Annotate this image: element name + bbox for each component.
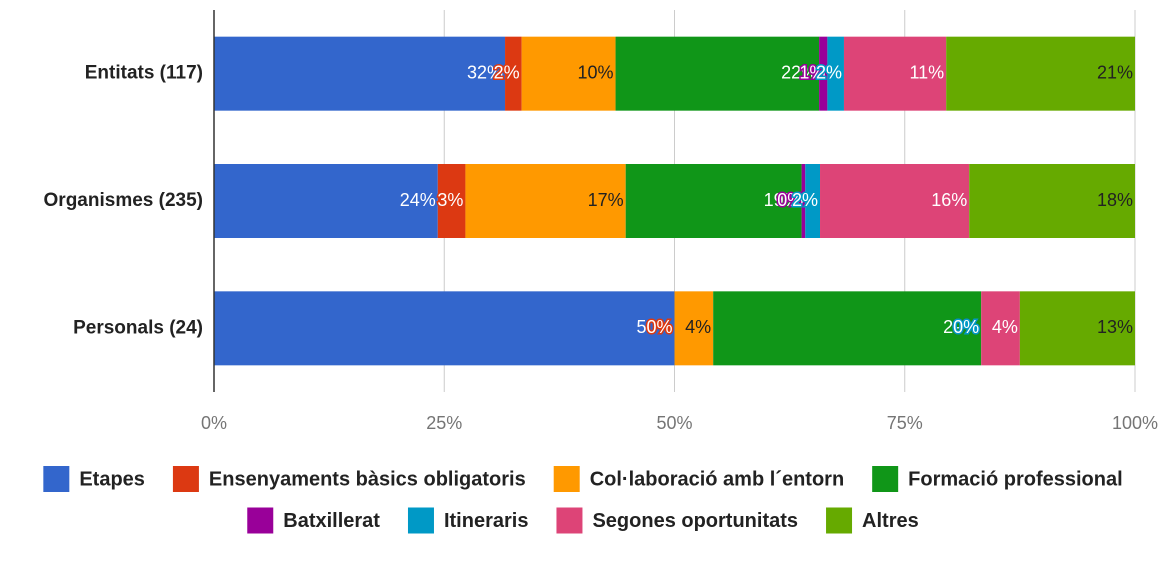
data-label: 2% [792, 190, 818, 210]
data-label: 16% [931, 190, 967, 210]
x-tick-label: 75% [887, 413, 923, 433]
legend-swatch [872, 466, 899, 492]
legend-swatch [826, 507, 853, 534]
data-label: 13% [1097, 317, 1133, 337]
data-label: 29% [943, 317, 979, 337]
legend-swatch [172, 466, 199, 492]
x-tick-label: 100% [1112, 413, 1158, 433]
data-label: 21% [1097, 62, 1133, 82]
legend-label: Segones oportunitats [592, 510, 798, 532]
data-label: 2% [494, 62, 520, 82]
data-label: 0% [646, 317, 672, 337]
data-label: 4% [992, 317, 1018, 337]
bar-segment [713, 291, 982, 366]
bar-segment [981, 291, 1020, 366]
legend-swatch [556, 507, 583, 534]
bar-segment [214, 291, 675, 366]
data-label: 22% [781, 62, 817, 82]
bar-segment [969, 164, 1135, 238]
data-label: 3% [437, 190, 463, 210]
legend-label: Itineraris [444, 510, 528, 532]
bar-segment [674, 291, 714, 366]
y-tick-label: Entitats (117) [85, 63, 203, 84]
legend-swatch [247, 507, 274, 534]
x-tick-label: 25% [426, 413, 462, 433]
legend-label: Formació professional [908, 468, 1123, 490]
bar-segment [521, 36, 616, 111]
legend-swatch [43, 466, 70, 492]
data-label: 0% [953, 317, 979, 337]
data-label: 0% [953, 317, 979, 337]
data-label: 1% [799, 62, 825, 82]
bar-segment [843, 36, 947, 111]
legend-swatch [407, 507, 434, 534]
data-label: 11% [909, 62, 944, 82]
bar-segment [214, 164, 438, 238]
bar-segment [820, 164, 970, 238]
data-label: 32% [467, 62, 503, 82]
bar-segment [805, 164, 821, 238]
data-label: 2% [816, 62, 842, 82]
y-tick-label: Organismes (235) [44, 190, 203, 211]
legend-label: Etapes [79, 468, 145, 490]
data-label: 19% [764, 190, 800, 210]
bar-segment [465, 164, 626, 238]
bar-segment [437, 164, 466, 238]
x-tick-label: 50% [656, 413, 692, 433]
data-label: 17% [588, 190, 624, 210]
data-label: 0% [777, 190, 803, 210]
bar-segment [819, 36, 828, 111]
legend-label: Batxillerat [283, 510, 380, 532]
data-label: 24% [400, 190, 436, 210]
data-label: 18% [1097, 190, 1133, 210]
data-label: 50% [636, 317, 672, 337]
bar-segment [615, 36, 820, 111]
legend-swatch [553, 466, 580, 492]
bar-segment [625, 164, 802, 238]
x-tick-label: 0% [201, 413, 227, 433]
bar-segment [1019, 291, 1135, 366]
legend-label: Altres [862, 510, 919, 532]
bar-segment [946, 36, 1135, 111]
bar-segment [214, 36, 506, 111]
bar-segment [827, 36, 844, 111]
y-tick-label: Personals (24) [73, 317, 203, 338]
data-label: 10% [578, 62, 614, 82]
legend-label: Col·laboració amb l´entorn [590, 468, 844, 490]
data-label: 4% [685, 317, 711, 337]
bar-segment [801, 164, 806, 238]
bar-segment [505, 36, 522, 111]
legend-label: Ensenyaments bàsics obligatoris [209, 468, 526, 490]
